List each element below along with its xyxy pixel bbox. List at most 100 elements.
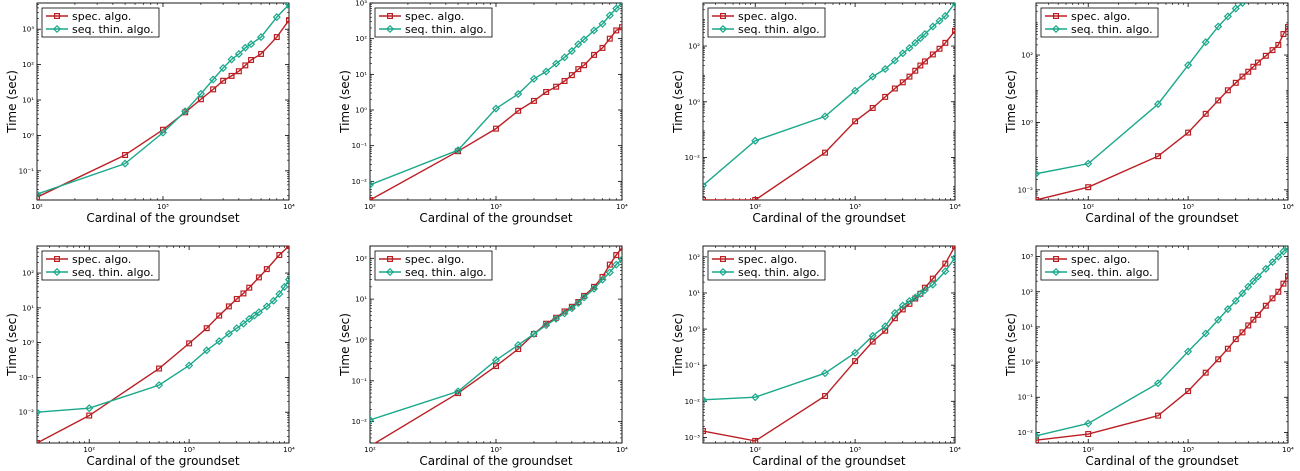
seq-point (1153, 100, 1163, 109)
seq-point (269, 296, 278, 305)
spec-point (936, 45, 943, 52)
seq-point (612, 4, 621, 13)
seq-point (1223, 305, 1232, 314)
spec-point (515, 346, 522, 353)
spec-line (703, 30, 955, 200)
seq-point (250, 311, 259, 320)
x-tick-label: 10² (364, 446, 376, 454)
seq-point (245, 314, 254, 323)
x-axis-label: Cardinal of the groundset (752, 454, 905, 468)
spec-point (203, 325, 210, 332)
seq-point (232, 324, 241, 333)
seq-point (370, 180, 375, 189)
seq-point (1201, 329, 1210, 338)
spec-point (387, 256, 394, 263)
seq-point (567, 46, 576, 56)
spec-point (273, 34, 280, 41)
x-axis-label: Cardinal of the groundset (752, 211, 905, 225)
spec-point (1232, 336, 1239, 343)
y-axis-label: Time (sec) (338, 70, 352, 134)
spec-point (1232, 79, 1239, 86)
spec-point (921, 58, 928, 65)
seq-point (529, 74, 538, 83)
seq-point (1238, 3, 1247, 8)
seq-point (1223, 12, 1232, 21)
legend-label-seq: seq. thin. algo. (405, 266, 487, 279)
spec-point (703, 428, 706, 435)
y-tick-label: 10⁻¹ (352, 142, 368, 150)
seq-point (1184, 347, 1193, 356)
x-tick-label: 10⁴ (616, 446, 628, 454)
spec-point (1036, 437, 1039, 443)
spec-point (493, 125, 500, 132)
seq-point (589, 26, 599, 35)
legend-box (41, 250, 160, 281)
y-tick-label: 10⁻¹ (19, 374, 35, 382)
seq-point (589, 284, 599, 293)
legend-label-seq: seq. thin. algo. (738, 23, 820, 36)
spec-point (1269, 295, 1276, 302)
spec-point (1185, 129, 1192, 136)
x-axis-label: Cardinal of the groundset (419, 454, 572, 468)
seq-point (454, 146, 463, 155)
spec-point (225, 303, 232, 310)
y-axis-label: Time (sec) (671, 313, 685, 377)
legend-box (707, 250, 826, 281)
spec-point (370, 197, 374, 200)
spec-point (255, 274, 262, 281)
spec-point (122, 151, 129, 158)
legend-label-spec: spec. algo. (405, 253, 464, 266)
spec-point (1052, 256, 1059, 263)
seq-point (605, 268, 614, 277)
legend: spec. algo.seq. thin. algo. (374, 250, 493, 281)
spec-point (53, 256, 60, 263)
spec-point (951, 246, 955, 250)
series-group (370, 246, 622, 443)
spec-point (240, 290, 247, 297)
seq-point (275, 289, 284, 299)
seq-point (598, 275, 607, 284)
seq-point (121, 159, 130, 168)
x-tick-label: 10² (749, 203, 761, 211)
seq-point (703, 395, 708, 404)
y-tick-label: 10² (355, 255, 367, 263)
y-tick-label: 10⁻¹ (1018, 394, 1034, 402)
spec-point (561, 78, 568, 85)
spec-point (1254, 59, 1261, 66)
seq-point (905, 296, 914, 306)
spec-point (752, 437, 759, 443)
y-tick-label: 10⁻¹ (685, 362, 701, 370)
spec-point (263, 266, 270, 273)
spec-point (228, 72, 235, 79)
spec-point (852, 118, 859, 125)
seq-point (284, 275, 289, 284)
legend: spec. algo.seq. thin. algo. (707, 250, 826, 281)
seq-point (241, 43, 250, 52)
legend-label-seq: seq. thin. algo. (405, 23, 487, 36)
spec-point (235, 68, 242, 75)
x-tick-label: 10⁴ (1282, 446, 1294, 454)
y-tick-label: 10⁻² (352, 418, 368, 426)
spec-point (912, 67, 919, 74)
seq-point (580, 293, 589, 302)
seq-point (1201, 38, 1210, 47)
seq-point (491, 356, 501, 365)
spec-point (917, 62, 924, 69)
chart-panel-6: 10² 10³ 10⁴ 10⁻² 10⁻¹ 10⁰ 10¹ 10² Cardinal of th… (338, 245, 628, 468)
seq-point (1084, 419, 1093, 428)
seq-point (215, 337, 224, 346)
x-tick-label: 10⁴ (616, 203, 628, 211)
x-tick-label: 10² (1082, 446, 1094, 454)
seq-point (751, 393, 760, 402)
spec-line (1036, 275, 1288, 441)
seq-point (898, 49, 907, 58)
seq-point (950, 253, 955, 262)
x-tick-label: 10² (1082, 203, 1094, 211)
spec-point (553, 83, 560, 90)
seq-point (580, 35, 589, 44)
spec-point (210, 86, 217, 93)
seq-point (560, 309, 569, 318)
